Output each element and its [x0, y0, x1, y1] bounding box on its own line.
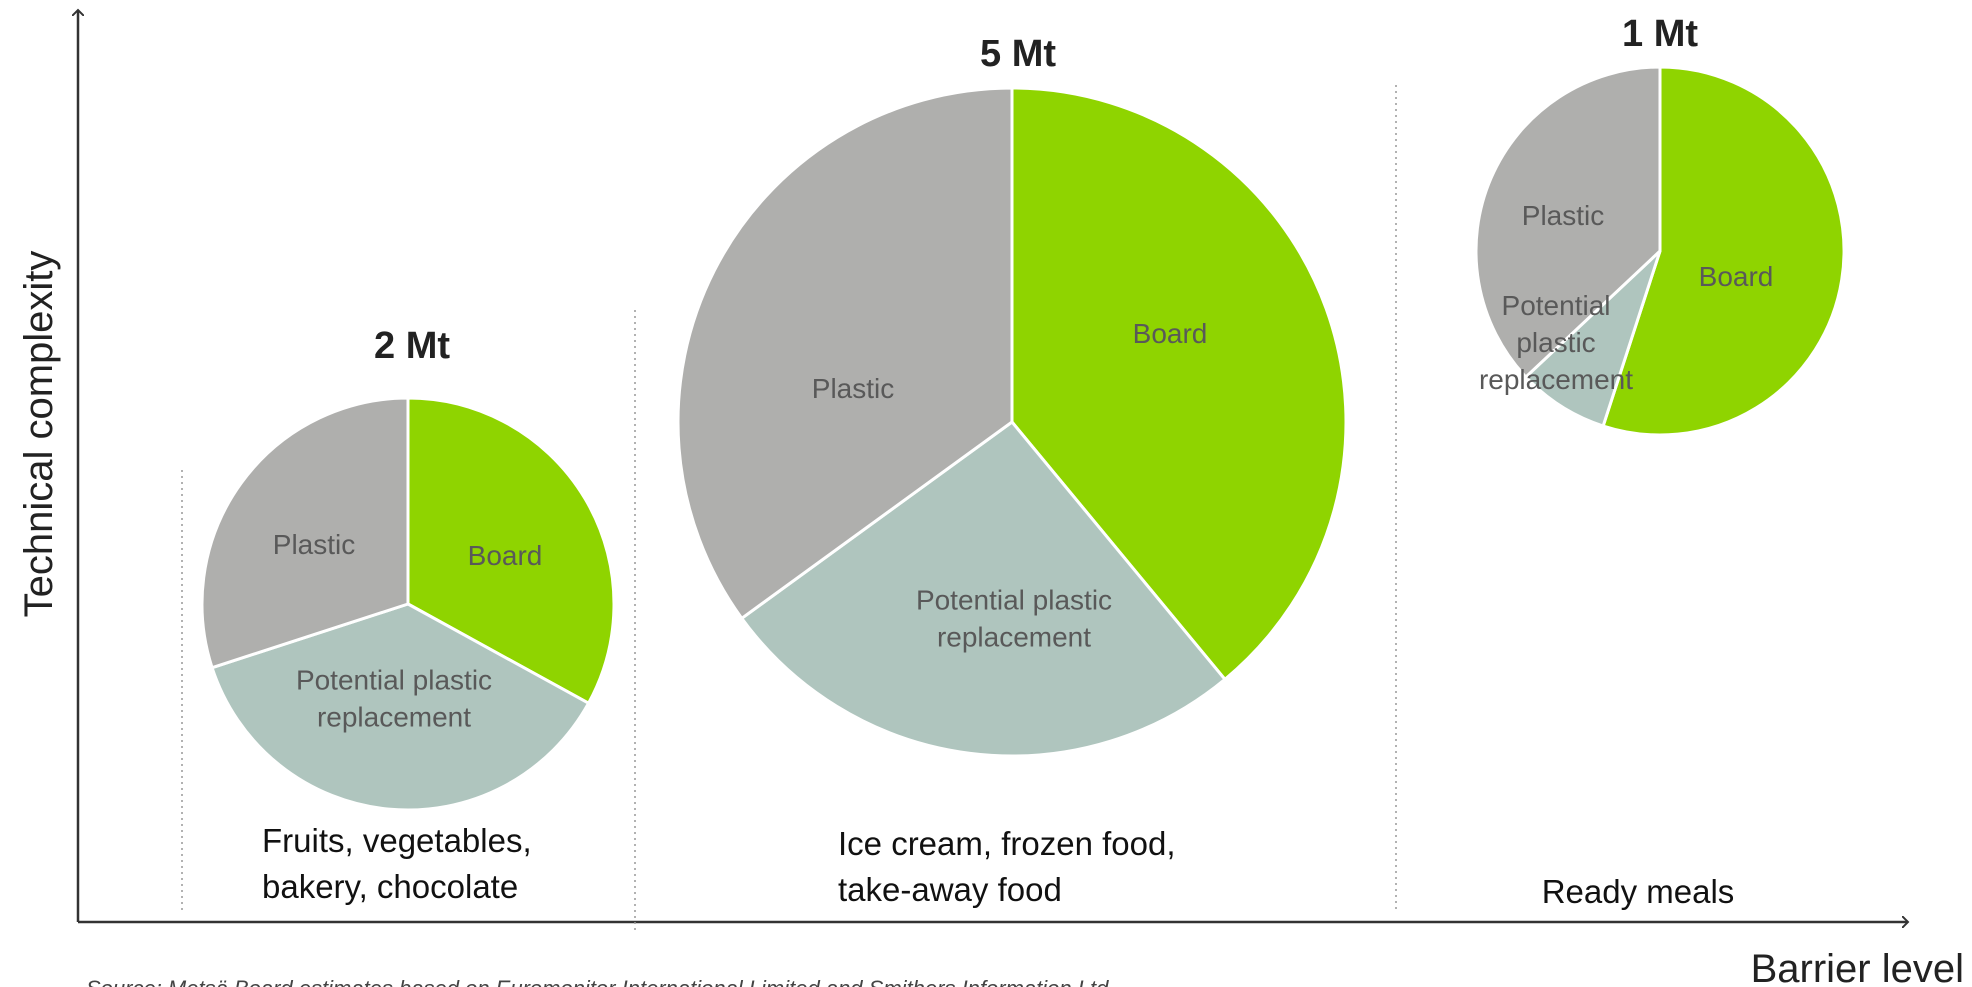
- pie-slice-plastic: [1474, 65, 1662, 379]
- slice-label-potential-plastic-replacement: Potential plastic replacement: [1479, 290, 1633, 395]
- category-label: Ready meals: [1542, 873, 1735, 910]
- slice-label-potential-plastic-replacement: Potential plastic replacement: [296, 665, 492, 733]
- pie-slice-board: [1601, 65, 1846, 437]
- category-label: Fruits, vegetables, bakery, chocolate: [262, 822, 532, 905]
- y-axis-title: Technical complexity: [17, 251, 61, 618]
- pie-slice-board: [406, 396, 616, 705]
- pie-group: Board Potential plastic replacement Plastic…: [676, 33, 1348, 908]
- pie-slice-plastic: [676, 86, 1014, 620]
- pie-slice-potential-plastic-replacement: [210, 602, 591, 812]
- pie-slice-plastic: [200, 396, 410, 670]
- slice-label-plastic: Plastic: [812, 373, 894, 404]
- slice-label-plastic: Plastic: [273, 529, 355, 560]
- pie-group: Board Potential plastic replacement Plastic…: [200, 325, 616, 905]
- source-note: Source: Metsä Board estimates based on E…: [86, 976, 1109, 987]
- category-label: Ice cream, frozen food, take-away food: [838, 825, 1176, 908]
- pie-group: Board Potential plastic replacement Plastic 1…: [1474, 13, 1846, 910]
- x-axis-title: Barrier level: [1751, 947, 1964, 987]
- pie-slice-potential-plastic-replacement: [1524, 249, 1662, 428]
- slice-label-board: Board: [1133, 318, 1208, 349]
- pie-slice-potential-plastic-replacement: [740, 420, 1227, 758]
- group-total-label: 5 Mt: [980, 33, 1056, 75]
- slice-label-plastic: Plastic: [1522, 200, 1604, 231]
- group-total-label: 1 Mt: [1622, 13, 1698, 55]
- slice-label-board: Board: [468, 540, 543, 571]
- pie-groups: Board Potential plastic replacement Plastic…: [200, 13, 1846, 910]
- slice-label-potential-plastic-replacement: Potential plastic replacement: [916, 585, 1112, 653]
- pie-slice-board: [1010, 86, 1348, 681]
- slice-label-board: Board: [1699, 261, 1774, 292]
- group-total-label: 2 Mt: [374, 325, 450, 367]
